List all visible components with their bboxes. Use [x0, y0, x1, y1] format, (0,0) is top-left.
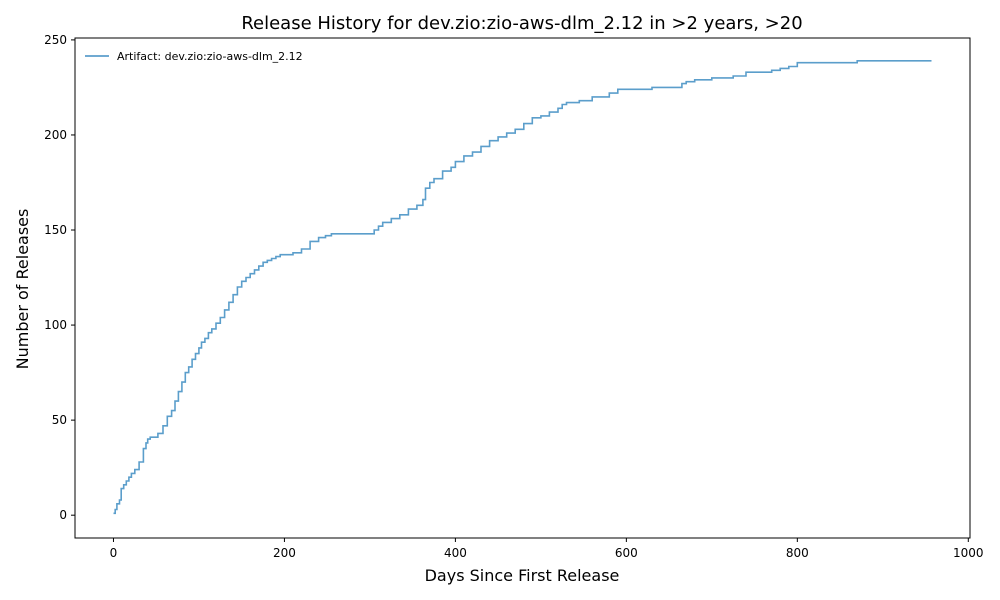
- y-tick-label: 150: [44, 223, 67, 237]
- y-tick-label: 100: [44, 318, 67, 332]
- series-line: [113, 60, 932, 515]
- x-tick-label: 600: [615, 546, 638, 560]
- x-tick-label: 1000: [953, 546, 984, 560]
- series-layer: [113, 60, 932, 515]
- y-tick-label: 50: [52, 413, 67, 427]
- x-tick-label: 400: [444, 546, 467, 560]
- x-axis: 0 200 400 600 800 1000: [110, 538, 984, 560]
- legend-label: Artifact: dev.zio:zio-aws-dlm_2.12: [117, 50, 303, 63]
- x-tick-label: 800: [786, 546, 809, 560]
- y-axis-label: Number of Releases: [13, 209, 32, 370]
- y-tick-label: 0: [59, 508, 67, 522]
- chart-title: Release History for dev.zio:zio-aws-dlm_…: [241, 13, 802, 34]
- plot-frame: [74, 37, 971, 539]
- y-tick-label: 200: [44, 128, 67, 142]
- x-tick-label: 0: [110, 546, 118, 560]
- x-axis-label: Days Since First Release: [425, 566, 620, 585]
- y-tick-label: 250: [44, 33, 67, 47]
- x-tick-label: 200: [273, 546, 296, 560]
- y-axis: 0 50 100 150 200 250: [44, 33, 75, 522]
- legend: Artifact: dev.zio:zio-aws-dlm_2.12: [85, 50, 303, 63]
- plot-area: [74, 37, 971, 539]
